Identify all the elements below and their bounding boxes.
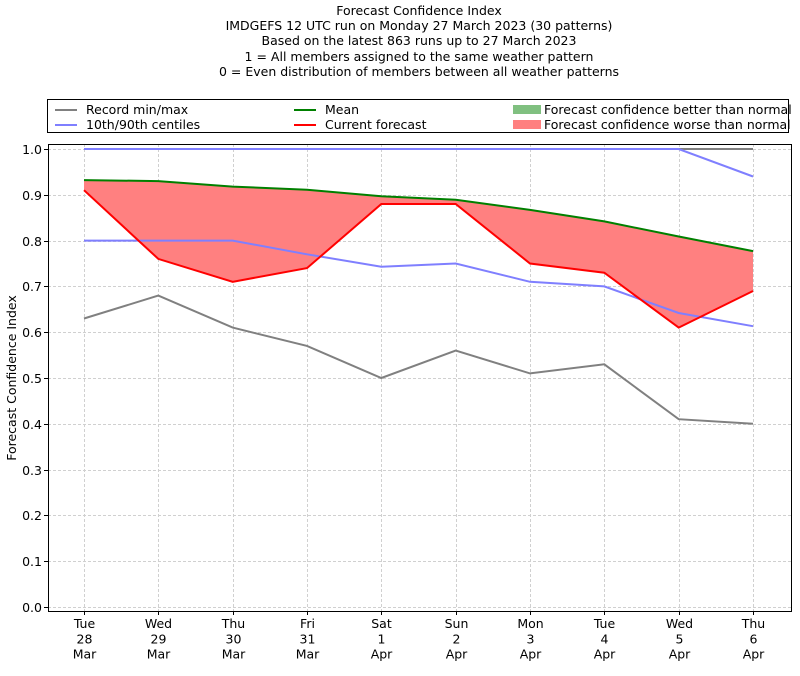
legend-item-centiles: 10th/90th centiles [55,117,200,132]
series-lines [83,148,754,425]
x-tick-label-line: Mar [147,647,171,662]
legend-item-better-than-normal: Forecast confidence better than normal [513,102,792,117]
y-tick-label: 1.0 [22,142,42,157]
x-tick-label-line: Apr [743,647,765,662]
x-tick-label-line: 29 [151,631,167,646]
legend-label: Forecast confidence worse than normal [544,117,791,132]
series-90th-centile [83,148,754,178]
series-mean-line [83,179,754,253]
legend-swatch-patch [513,120,541,129]
y-tick-label: 0.3 [22,463,42,478]
legend-label: 10th/90th centiles [86,117,201,132]
x-tick-label-line: 31 [300,631,316,646]
legend-swatch-line [294,108,316,111]
series-90th-centile-line [84,148,754,178]
legend-swatch-line [55,108,77,111]
x-tick-label-line: 6 [750,631,758,646]
x-tick-label-line: 28 [77,631,93,646]
y-tick-label: 0.8 [22,234,42,249]
legend: Record min/max 10th/90th centiles Mean C… [47,99,792,133]
y-tick-label: 0.5 [22,371,42,386]
plot-frame [48,144,792,612]
x-tick-label-line: Thu [741,616,765,631]
x-tick-label-line: 2 [453,631,461,646]
x-tick-label-line: Wed [666,616,693,631]
x-tick-label-line: Apr [520,647,542,662]
series-record-min-line [83,294,754,425]
x-tick-label-line: Apr [594,647,616,662]
legend-label: Current forecast [325,117,427,132]
x-tick-label-line: Tue [73,616,96,631]
chart-subtitle-scale-max: 1 = All members assigned to the same wea… [244,48,594,64]
x-tick-label-line: Apr [669,647,691,662]
y-tick-label: 0.7 [22,279,42,294]
legend-item-worse-than-normal: Forecast confidence worse than normal [513,117,791,132]
x-tick-label-line: Apr [446,647,468,662]
fill-area-worse-than-normal [84,180,753,328]
legend-label: Record min/max [86,102,189,117]
chart-subtitle-run: IMDGEFS 12 UTC run on Monday 27 March 20… [225,18,613,34]
y-axis: 0.0 0.1 0.2 0.3 0.4 0.5 0.6 0.7 0.8 0.9 1.0 [22,142,48,615]
series-current-forecast-line [83,189,754,329]
y-tick-label: 0.4 [22,417,42,432]
x-tick-label-line: 3 [527,631,535,646]
legend-item-current-forecast: Current forecast [294,117,426,132]
legend-label: Mean [325,102,360,117]
y-tick-label: 0.2 [22,508,42,523]
x-tick-label-line: Thu [221,616,245,631]
chart-title: Forecast Confidence Index [336,3,502,18]
x-tick-label-line: 5 [676,631,684,646]
x-tick-label-line: Sat [371,616,392,631]
x-tick-label-line: 4 [601,631,609,646]
x-tick-label-line: Tue [593,616,616,631]
x-tick-label-line: Mar [73,647,97,662]
chart-subtitle-basis: Based on the latest 863 runs up to 27 Ma… [261,33,577,49]
x-tick-label-line: Wed [145,616,172,631]
x-axis: Tue28MarWed29MarThu30MarFri31MarSat1AprS… [73,611,765,662]
y-tick-label: 0.1 [22,554,42,569]
chart-subtitle-scale-min: 0 = Even distribution of members between… [218,63,620,79]
legend-swatch-line [55,123,77,126]
x-tick-label-line: 1 [378,631,386,646]
legend-swatch-line [294,123,316,126]
legend-item-record-minmax: Record min/max [55,102,188,117]
chart-title-block: Forecast Confidence Index IMDGEFS 12 UTC… [0,3,800,79]
series-current-forecast [83,189,754,329]
fill-worse-than-normal [84,180,753,328]
legend-item-mean: Mean [294,102,359,117]
y-tick-label: 0.0 [22,600,42,615]
x-tick-label-line: Mon [517,616,543,631]
x-tick-label-line: 30 [226,631,242,646]
x-tick-label-line: Sun [445,616,469,631]
x-tick-label-line: Fri [300,616,315,631]
series-mean [83,179,754,253]
legend-label: Forecast confidence better than normal [544,102,792,117]
x-tick-label-line: Apr [371,647,393,662]
y-axis-label: Forecast Confidence Index [4,295,19,461]
series-record-min [83,294,754,425]
legend-swatch-patch [513,105,541,114]
x-tick-label-line: Mar [296,647,320,662]
y-tick-label: 0.6 [22,325,42,340]
y-tick-label: 0.9 [22,188,42,203]
x-tick-label-line: Mar [222,647,246,662]
